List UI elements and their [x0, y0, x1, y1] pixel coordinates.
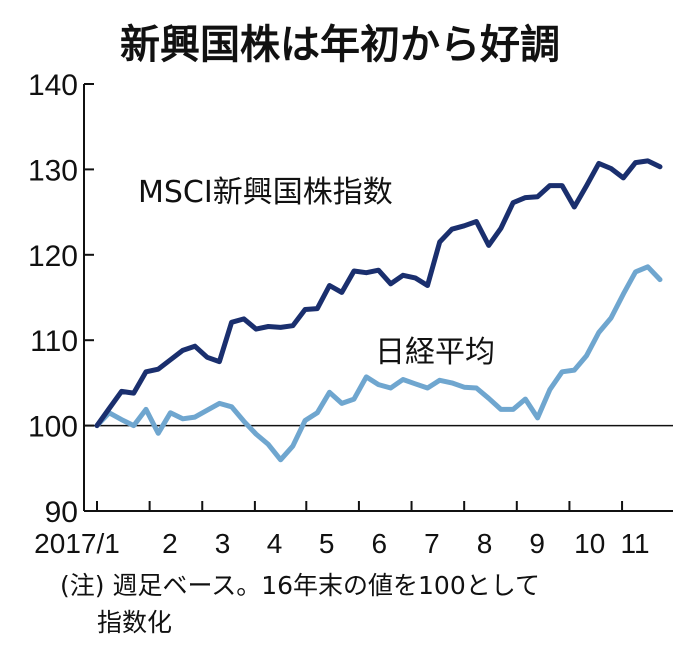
y-tick-label: 130: [28, 154, 78, 187]
y-tick-label: 90: [45, 496, 78, 529]
plot-frame: [83, 84, 673, 512]
y-tick-label: 140: [28, 69, 78, 102]
y-tick-label: 100: [28, 411, 78, 444]
x-tick-label: 2: [162, 528, 178, 559]
series-label-nikkei: 日経平均: [375, 335, 495, 370]
y-axis-ticks: 140 130 120 110 100 90: [28, 69, 94, 529]
x-tick-label: 2017/1: [34, 528, 120, 559]
x-tick-label: 8: [477, 528, 493, 559]
footnote-line-2: 指数化: [97, 608, 172, 637]
series-label-msci: MSCI新興国株指数: [138, 175, 393, 210]
x-tick-label: 4: [267, 528, 283, 559]
x-tick-label: 9: [529, 528, 545, 559]
x-tick-label: 10: [574, 528, 605, 559]
x-tick-label: 6: [371, 528, 387, 559]
y-tick-label: 110: [30, 325, 78, 358]
x-tick-label: 3: [215, 528, 231, 559]
footnote-line-1: (注) 週足ベース。16年末の値を100として: [60, 571, 540, 600]
series-line-nikkei: [94, 264, 663, 463]
x-axis-ticks: 2017/1 2 3 4 5 6 7 8 9 10 11: [34, 501, 650, 559]
chart-title: 新興国株は年初から好調: [120, 22, 560, 68]
x-tick-label: 5: [319, 528, 335, 559]
x-tick-label: 7: [424, 528, 440, 559]
x-tick-label: 11: [620, 528, 649, 559]
y-tick-label: 120: [28, 240, 78, 273]
series-lines: [94, 158, 663, 463]
series-line-msci: [94, 158, 663, 429]
